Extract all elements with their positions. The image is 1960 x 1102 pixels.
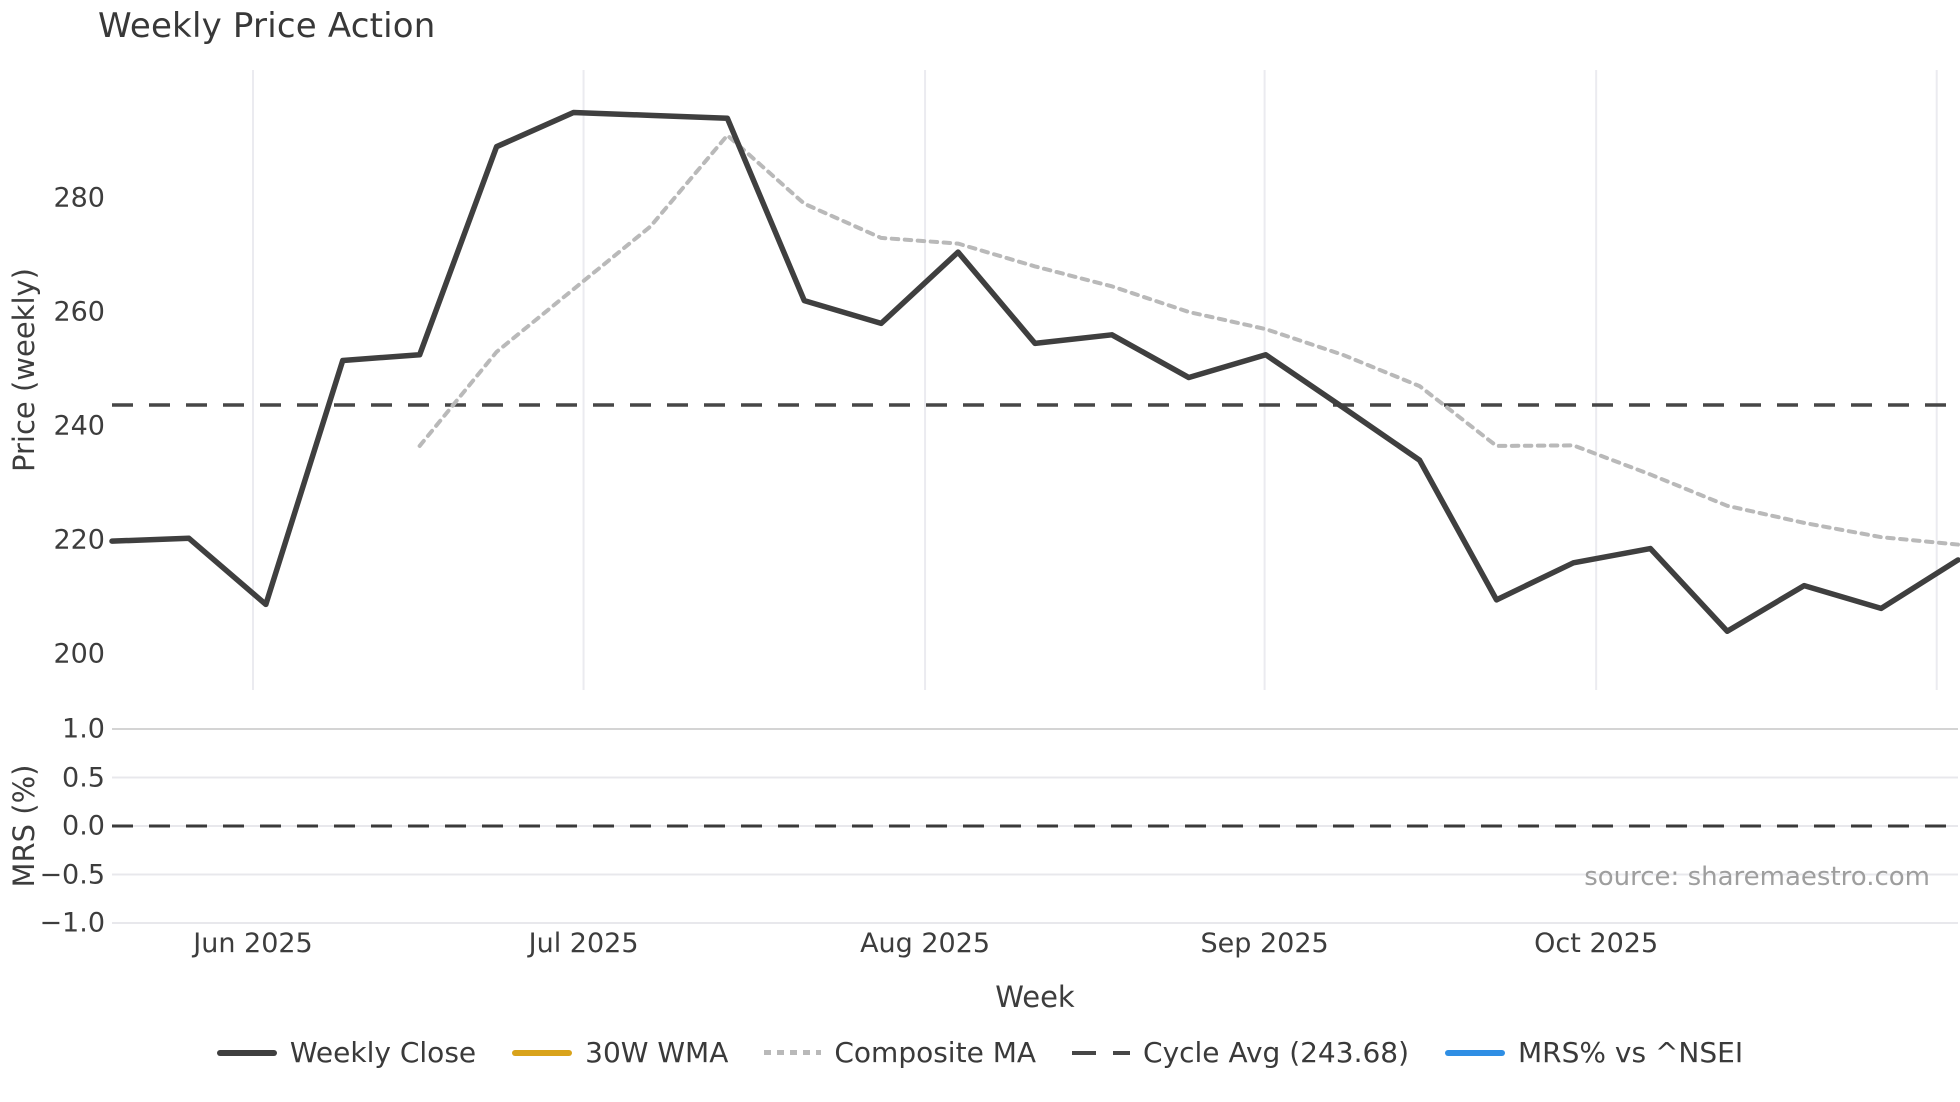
legend-swatch-weekly-close: [216, 1049, 277, 1056]
chart-legend: Weekly Close 30W WMA Composite MA Cycle Avg…: [0, 1036, 1960, 1069]
price-tick-200: 200: [53, 638, 105, 670]
legend-item-cycle-avg[interactable]: Cycle Avg (243.68): [1072, 1036, 1409, 1069]
x-tick-jul: Jul 2025: [528, 928, 639, 959]
mrs-tick-−0.5: −0.5: [39, 859, 105, 890]
week-axis-label: Week: [995, 980, 1075, 1014]
source-note: source: sharemaestro.com: [1584, 862, 1930, 892]
legend-item-composite-ma[interactable]: Composite MA: [764, 1036, 1036, 1069]
mrs-tick-0.5: 0.5: [62, 762, 105, 793]
legend-label-cycle-avg: Cycle Avg (243.68): [1143, 1036, 1410, 1069]
legend-label-composite-ma: Composite MA: [834, 1036, 1037, 1069]
price-tick-220: 220: [53, 524, 105, 556]
legend-label-weekly-close: Weekly Close: [289, 1036, 477, 1069]
legend-swatch-composite-ma: [764, 1050, 822, 1055]
legend-swatch-cycle-avg: [1072, 1050, 1131, 1055]
price-tick-280: 280: [53, 182, 105, 214]
mrs-axis-label: MRS (%): [7, 764, 41, 888]
x-tick-aug: Aug 2025: [860, 928, 991, 959]
x-tick-oct: Oct 2025: [1534, 928, 1659, 959]
chart-title: Weekly Price Action: [98, 6, 436, 46]
mrs-tick-0.0: 0.0: [62, 810, 105, 842]
price-axis-label: Price (weekly): [7, 267, 41, 473]
mrs-tick-1.0: 1.0: [62, 713, 105, 745]
price-tick-240: 240: [53, 410, 105, 442]
legend-item-weekly-close[interactable]: Weekly Close: [216, 1036, 477, 1069]
price-tick-260: 260: [53, 296, 105, 328]
legend-item-wma-30w[interactable]: 30W WMA: [512, 1036, 728, 1069]
legend-swatch-mrs-nsei: [1445, 1049, 1506, 1056]
weekly-close-line: [109, 109, 1960, 634]
composite-ma-line: [417, 133, 1960, 547]
legend-label-mrs-nsei: MRS% vs ^NSEI: [1518, 1036, 1744, 1069]
mrs-tick-−1.0: −1.0: [39, 907, 105, 939]
x-tick-jun: Jun 2025: [193, 928, 313, 959]
legend-label-wma-30w: 30W WMA: [585, 1036, 729, 1069]
legend-item-mrs-nsei[interactable]: MRS% vs ^NSEI: [1445, 1036, 1743, 1069]
x-tick-sep: Sep 2025: [1200, 928, 1329, 959]
legend-swatch-wma-30w: [512, 1049, 573, 1056]
